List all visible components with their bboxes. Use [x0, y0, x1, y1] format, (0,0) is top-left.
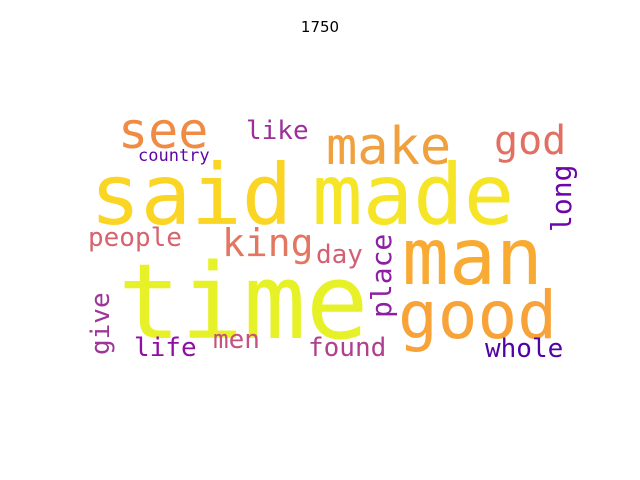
word-made: made — [312, 146, 514, 244]
word-life: life — [134, 333, 197, 363]
word-man: man — [402, 213, 543, 303]
chart-title: 1750 — [300, 18, 340, 36]
word-like: like — [246, 116, 309, 146]
word-country: country — [138, 146, 210, 166]
word-give: give — [86, 292, 116, 355]
word-long: long — [545, 165, 578, 232]
word-see: see — [118, 102, 208, 160]
word-said: said — [90, 146, 292, 244]
word-good: good — [398, 277, 557, 354]
word-place: place — [365, 234, 398, 318]
word-people: people — [88, 223, 182, 253]
word-god: god — [494, 118, 566, 164]
word-king: king — [222, 221, 314, 265]
word-time: time — [118, 241, 368, 363]
word-men: men — [213, 325, 260, 355]
word-found: found — [308, 333, 386, 363]
word-day: day — [316, 240, 363, 270]
word-whole: whole — [485, 334, 563, 364]
word-make: make — [326, 117, 451, 177]
